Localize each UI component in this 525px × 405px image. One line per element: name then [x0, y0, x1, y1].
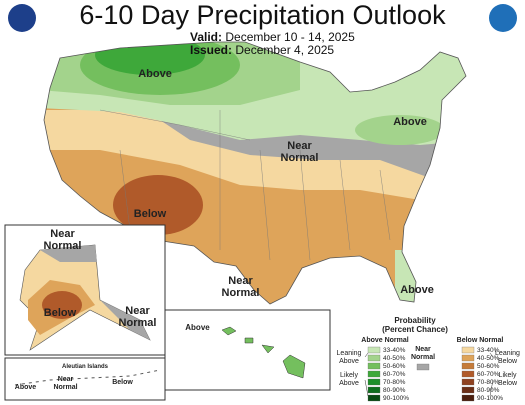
legend-range: 90-100%: [477, 395, 503, 402]
legend-near: Near Normal: [410, 346, 436, 361]
legend-likely-below: Likely Below: [497, 372, 518, 387]
issued-label: Issued:: [190, 43, 233, 57]
map-label: Below: [112, 379, 133, 386]
legend-range: 90-100%: [383, 395, 409, 402]
legend-range: 70-80%: [383, 379, 406, 386]
legend-swatch: [416, 363, 430, 371]
state-lines: [99, 109, 391, 261]
map-label: Above: [400, 284, 434, 296]
legend-above-title: Above Normal: [361, 337, 409, 344]
legend-arrow: [364, 352, 369, 397]
legend-swatch: [461, 378, 475, 386]
legend-range: 50-60%: [477, 363, 500, 370]
legend-below-title: Below Normal: [456, 337, 504, 344]
legend-swatch: [367, 370, 381, 378]
hawaii: [221, 326, 306, 379]
legend-swatch: [461, 354, 475, 362]
legend-swatch: [367, 386, 381, 394]
map-label: Above: [138, 68, 172, 80]
legend-swatch: [461, 370, 475, 378]
legend-range: 80-90%: [477, 387, 500, 394]
legend-range: 60-70%: [383, 371, 406, 378]
map-label: Above: [185, 323, 210, 332]
legend-swatch: [461, 346, 475, 354]
legend-range: 40-50%: [383, 355, 406, 362]
legend-swatch: [461, 362, 475, 370]
map-label: Near Normal: [118, 305, 157, 329]
title: 6-10 Day Precipitation Outlook: [79, 0, 446, 30]
legend-likely-above: Likely Above: [339, 372, 359, 387]
legend-swatch: [367, 354, 381, 362]
issued-date: December 4, 2025: [235, 43, 335, 57]
legend-range: 33-40%: [383, 347, 406, 354]
legend-swatch: [461, 394, 475, 402]
legend-range: 70-80%: [477, 379, 500, 386]
valid-label: Valid:: [190, 30, 223, 44]
map-label: Above: [393, 116, 427, 128]
legend-arrow: [489, 352, 494, 397]
valid: Valid: December 10 - 14, 2025: [190, 30, 355, 44]
legend-leaning-below: Leaning Below: [495, 350, 520, 365]
valid-date: December 10 - 14, 2025: [225, 30, 355, 44]
noaa-logo: [489, 4, 517, 32]
map-label: Below: [133, 208, 167, 220]
map-label: Near Normal: [53, 376, 78, 391]
legend-range: 60-70%: [477, 371, 500, 378]
legend-swatch: [367, 378, 381, 386]
legend-leaning-above: Leaning Above: [336, 350, 362, 365]
legend-range: 50-60%: [383, 363, 406, 370]
legend-swatch: [367, 346, 381, 354]
aleutian-inset: [4, 357, 166, 401]
legend-swatch: [367, 394, 381, 402]
issued: Issued: December 4, 2025: [190, 43, 334, 57]
map-label: Near Normal: [221, 275, 260, 299]
legend-range: 40-50%: [477, 355, 500, 362]
map-label: Above: [14, 384, 37, 391]
legend-swatch: [367, 362, 381, 370]
legend-range: 33-40%: [477, 347, 500, 354]
legend: 33-40%40-50%50-60%60-70%70-80%80-90%90-1…: [364, 346, 503, 402]
doc-logo: [8, 4, 36, 32]
legend-title: Probability (Percent Chance): [382, 316, 448, 334]
inset-title: Aleutian Islands: [61, 364, 108, 370]
map-label: Below: [43, 307, 77, 319]
map-label: Near Normal: [280, 140, 319, 164]
map-label: Near Normal: [43, 228, 82, 252]
legend-range: 80-90%: [383, 387, 406, 394]
legend-swatch: [461, 386, 475, 394]
